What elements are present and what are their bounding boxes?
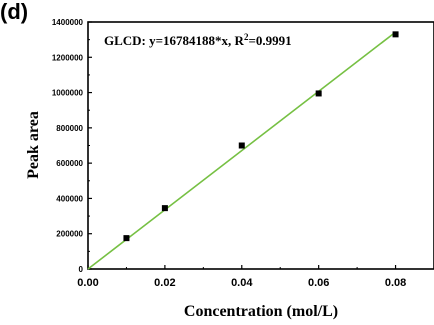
x-tick-label: 0.00 — [77, 277, 98, 289]
data-points — [123, 31, 399, 242]
equation-suffix: =0.9991 — [248, 33, 291, 48]
y-tick-label: 600000 — [56, 159, 83, 168]
y-tick-label: 1000000 — [52, 89, 84, 98]
equation-superscript: 2 — [244, 32, 249, 42]
data-point — [123, 235, 130, 242]
y-tick-label: 200000 — [56, 230, 83, 239]
panel-label: (d) — [0, 0, 28, 24]
data-point — [315, 90, 322, 97]
y-tick-label: 0 — [79, 265, 84, 274]
x-tick-label: 0.02 — [154, 277, 175, 289]
data-point — [161, 205, 168, 212]
equation-prefix: GLCD: y=16784188*x, R — [104, 33, 245, 48]
plot-frame — [87, 21, 434, 270]
x-axis-title: Concentration (mol/L) — [184, 303, 338, 320]
x-tick-label: 0.06 — [308, 277, 329, 289]
y-tick-label: 400000 — [56, 194, 83, 203]
equation-annotation: GLCD: y=16784188*x, R2=0.9991 — [104, 32, 292, 48]
data-point — [238, 142, 245, 149]
fit-line — [87, 31, 397, 270]
x-axis: 0.00 0.02 0.04 0.06 0.08 — [77, 265, 406, 289]
y-tick-label: 1400000 — [52, 18, 84, 27]
y-tick-label: 1200000 — [52, 53, 84, 62]
x-tick-label: 0.04 — [231, 277, 253, 289]
data-point — [392, 31, 399, 38]
y-axis-title: Peak area — [25, 111, 42, 179]
x-tick-label: 0.08 — [385, 277, 406, 289]
y-axis: 0 200000 400000 600000 800000 1000000 1200000 1… — [52, 18, 92, 274]
y-tick-label: 800000 — [56, 124, 83, 133]
